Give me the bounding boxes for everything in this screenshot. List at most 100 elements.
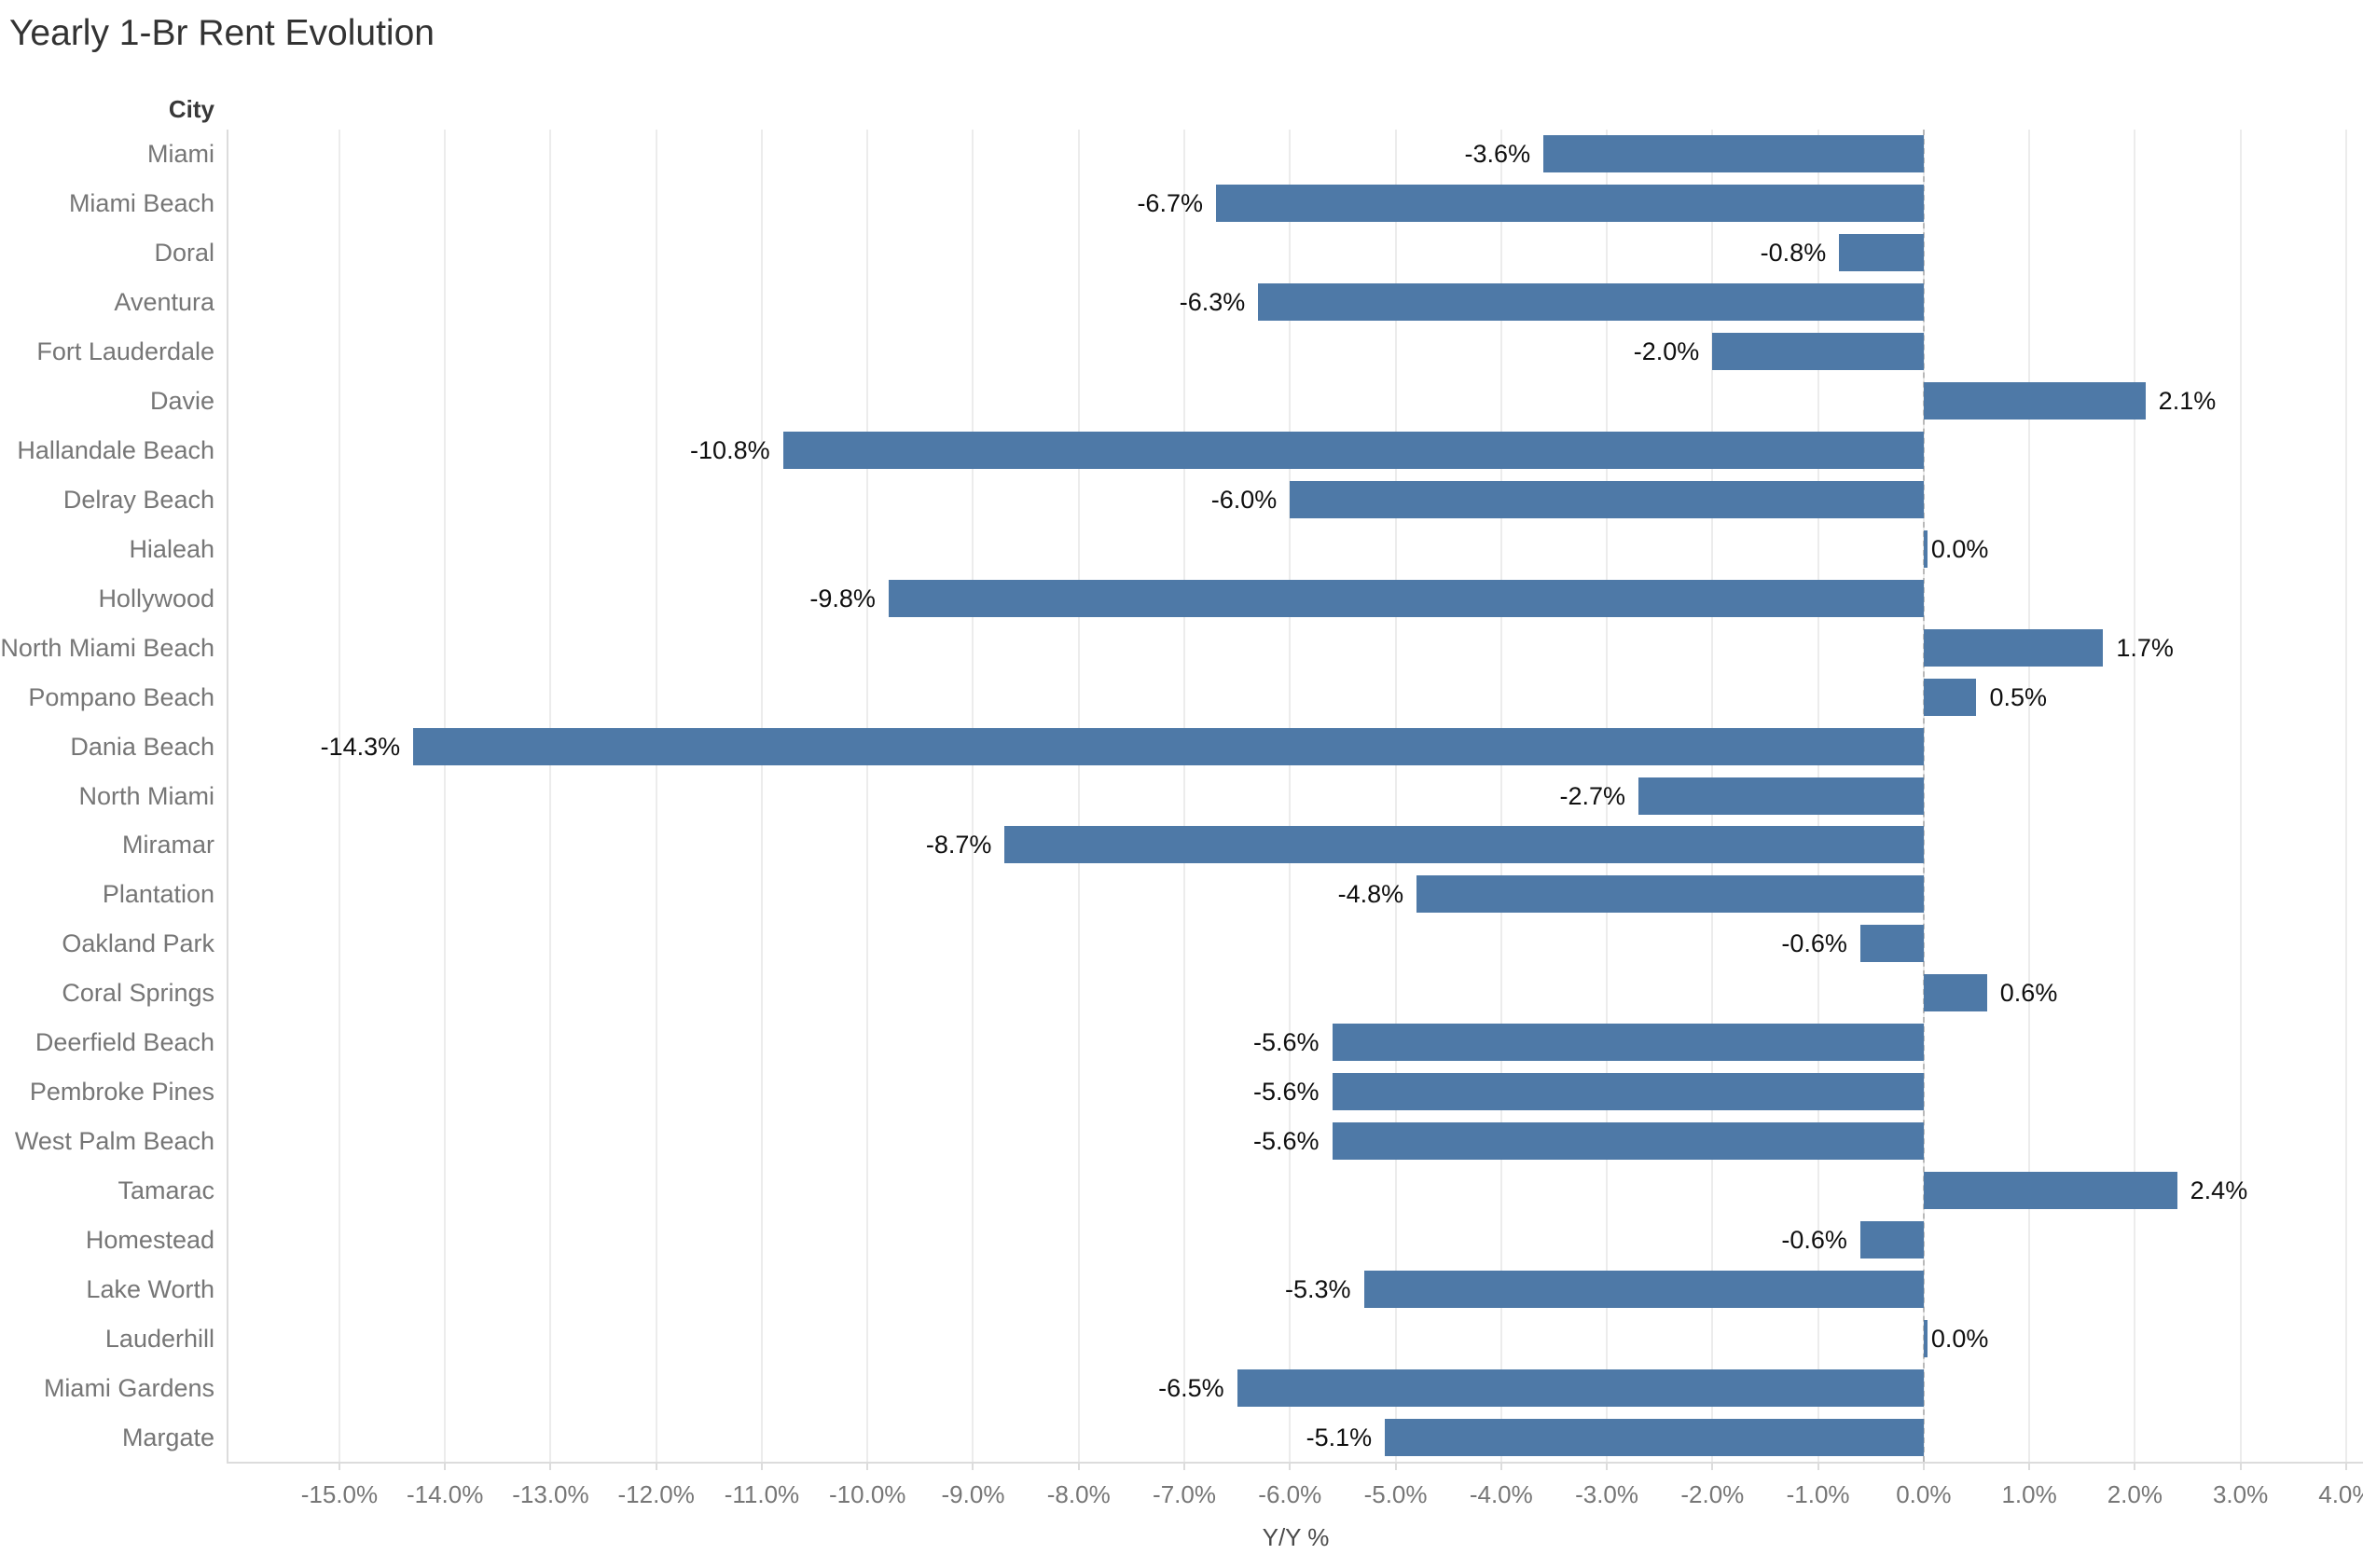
y-axis-label-city: Homestead [85,1225,214,1254]
x-axis-tick-label: -2.0% [1680,1480,1745,1508]
x-axis-tick-label: -3.0% [1575,1480,1639,1508]
bar-mark[interactable] [1859,1220,1924,1259]
y-axis-label-city: Hialeah [129,534,214,563]
gridline [444,130,447,1462]
bar-mark[interactable] [1712,333,1924,371]
x-axis-tick-label: 0.0% [1896,1480,1952,1508]
y-axis-label-city: Pembroke Pines [29,1078,214,1107]
y-axis-label-city: Doral [154,239,214,268]
bar-mark[interactable] [413,727,1924,765]
x-axis-tick [1499,1462,1502,1470]
bar-mark[interactable] [1543,135,1924,173]
bar-mark[interactable] [1258,283,1924,322]
bar-value-label: -14.3% [320,732,401,761]
bar-mark[interactable] [1923,530,1928,568]
bar-mark[interactable] [888,579,1924,617]
gridline [1077,130,1080,1462]
gridline [1499,130,1502,1462]
gridline [760,130,763,1462]
x-axis-tick-label: -14.0% [406,1480,484,1508]
y-axis-label-city: Miami [147,140,214,169]
y-axis-label-city: Margate [121,1423,214,1451]
gridline [2344,130,2347,1462]
bar-value-label: 0.0% [1930,534,1989,563]
x-axis-tick [444,1462,447,1470]
bar-mark[interactable] [782,432,1924,470]
bar-value-label: -5.6% [1253,1126,1320,1155]
x-axis-tick [2344,1462,2347,1470]
x-axis-tick [1183,1462,1185,1470]
x-axis-tick [655,1462,657,1470]
x-axis-tick-label: -4.0% [1469,1480,1533,1508]
bar-value-label: -2.7% [1559,781,1626,810]
bar-value-label: 0.5% [1989,682,2047,711]
x-axis-tick [1077,1462,1080,1470]
bar-value-label: -9.8% [809,584,876,612]
x-axis-tick [2028,1462,2031,1470]
y-axis-label-city: Dania Beach [70,732,214,761]
gridline [2134,130,2136,1462]
x-axis-tick [1289,1462,1292,1470]
bar-value-label: -8.7% [925,831,992,860]
bar-value-label: -4.8% [1337,880,1404,909]
bar-mark[interactable] [1332,1073,1924,1111]
x-axis-tick-label: -7.0% [1153,1480,1216,1508]
x-axis-tick [1711,1462,1714,1470]
gridline [1394,130,1397,1462]
x-axis-tick [1817,1462,1819,1470]
bar-mark[interactable] [1839,234,1924,272]
bar-mark[interactable] [1923,628,2104,667]
bar-mark[interactable] [1385,1418,1924,1456]
y-axis-label-city: Lauderhill [104,1324,214,1353]
bar-value-label: -10.8% [690,436,770,465]
x-axis-tick-label: 1.0% [2001,1480,2057,1508]
bar-value-label: 2.1% [2158,387,2217,416]
bar-mark[interactable] [1923,382,2146,420]
gridline [2028,130,2031,1462]
y-axis-label-city: West Palm Beach [14,1126,214,1155]
bar-value-label: -0.6% [1781,929,1847,958]
y-axis-label-city: Delray Beach [62,485,214,514]
y-axis-label-city: Oakland Park [62,929,214,958]
bar-mark[interactable] [1332,1121,1924,1160]
x-axis-tick [549,1462,552,1470]
bar-mark[interactable] [1859,925,1924,963]
x-axis-tick-label: -5.0% [1363,1480,1428,1508]
x-axis-tick-label: -9.0% [941,1480,1005,1508]
bar-mark[interactable] [1638,777,1924,815]
bar-mark[interactable] [1416,875,1924,914]
gridline [549,130,552,1462]
bar-mark[interactable] [1923,1171,2177,1209]
bar-mark[interactable] [1332,1024,1924,1062]
gridline [972,130,974,1462]
bar-value-label: -0.8% [1760,239,1827,268]
gridline [655,130,657,1462]
x-axis-tick-label: 4.0% [2318,1480,2363,1508]
bar-mark[interactable] [1215,185,1924,223]
chart-title: Yearly 1-Br Rent Evolution [9,13,435,53]
bar-value-label: 1.7% [2116,633,2174,662]
x-axis-tick [1394,1462,1397,1470]
bar-value-label: -3.6% [1464,140,1531,169]
bar-mark[interactable] [1290,480,1924,518]
bar-value-label: -0.6% [1781,1225,1847,1254]
x-axis-tick-label: 2.0% [2107,1480,2163,1508]
bar-mark[interactable] [1923,974,1987,1012]
bar-value-label: -6.0% [1210,485,1278,514]
bar-mark[interactable] [1004,826,1924,864]
bar-value-label: 0.6% [1999,979,2058,1008]
x-axis-tick-label: -11.0% [724,1480,800,1508]
x-axis-tick-label: 3.0% [2212,1480,2269,1508]
bar-mark[interactable] [1363,1270,1924,1308]
bar-mark[interactable] [1237,1369,1924,1407]
x-axis-tick [338,1462,340,1470]
x-axis-tick [1606,1462,1609,1470]
bar-mark[interactable] [1923,1319,1928,1357]
bar-value-label: -5.3% [1285,1274,1351,1303]
x-axis-tick [2239,1462,2242,1470]
bar-mark[interactable] [1923,678,1977,716]
y-axis-header-city: City [168,95,214,123]
gridline [1289,130,1292,1462]
x-axis-tick [972,1462,974,1470]
